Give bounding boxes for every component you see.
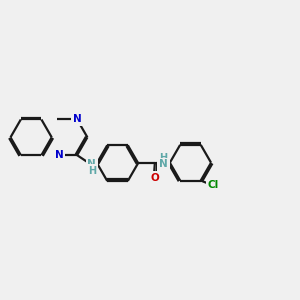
Text: O: O: [151, 173, 160, 183]
Text: N: N: [87, 159, 96, 169]
Text: H: H: [88, 166, 96, 176]
Text: H: H: [159, 153, 168, 163]
Text: N: N: [73, 115, 82, 124]
Text: N: N: [55, 150, 63, 160]
Text: Cl: Cl: [208, 180, 219, 190]
Text: N: N: [159, 159, 168, 169]
